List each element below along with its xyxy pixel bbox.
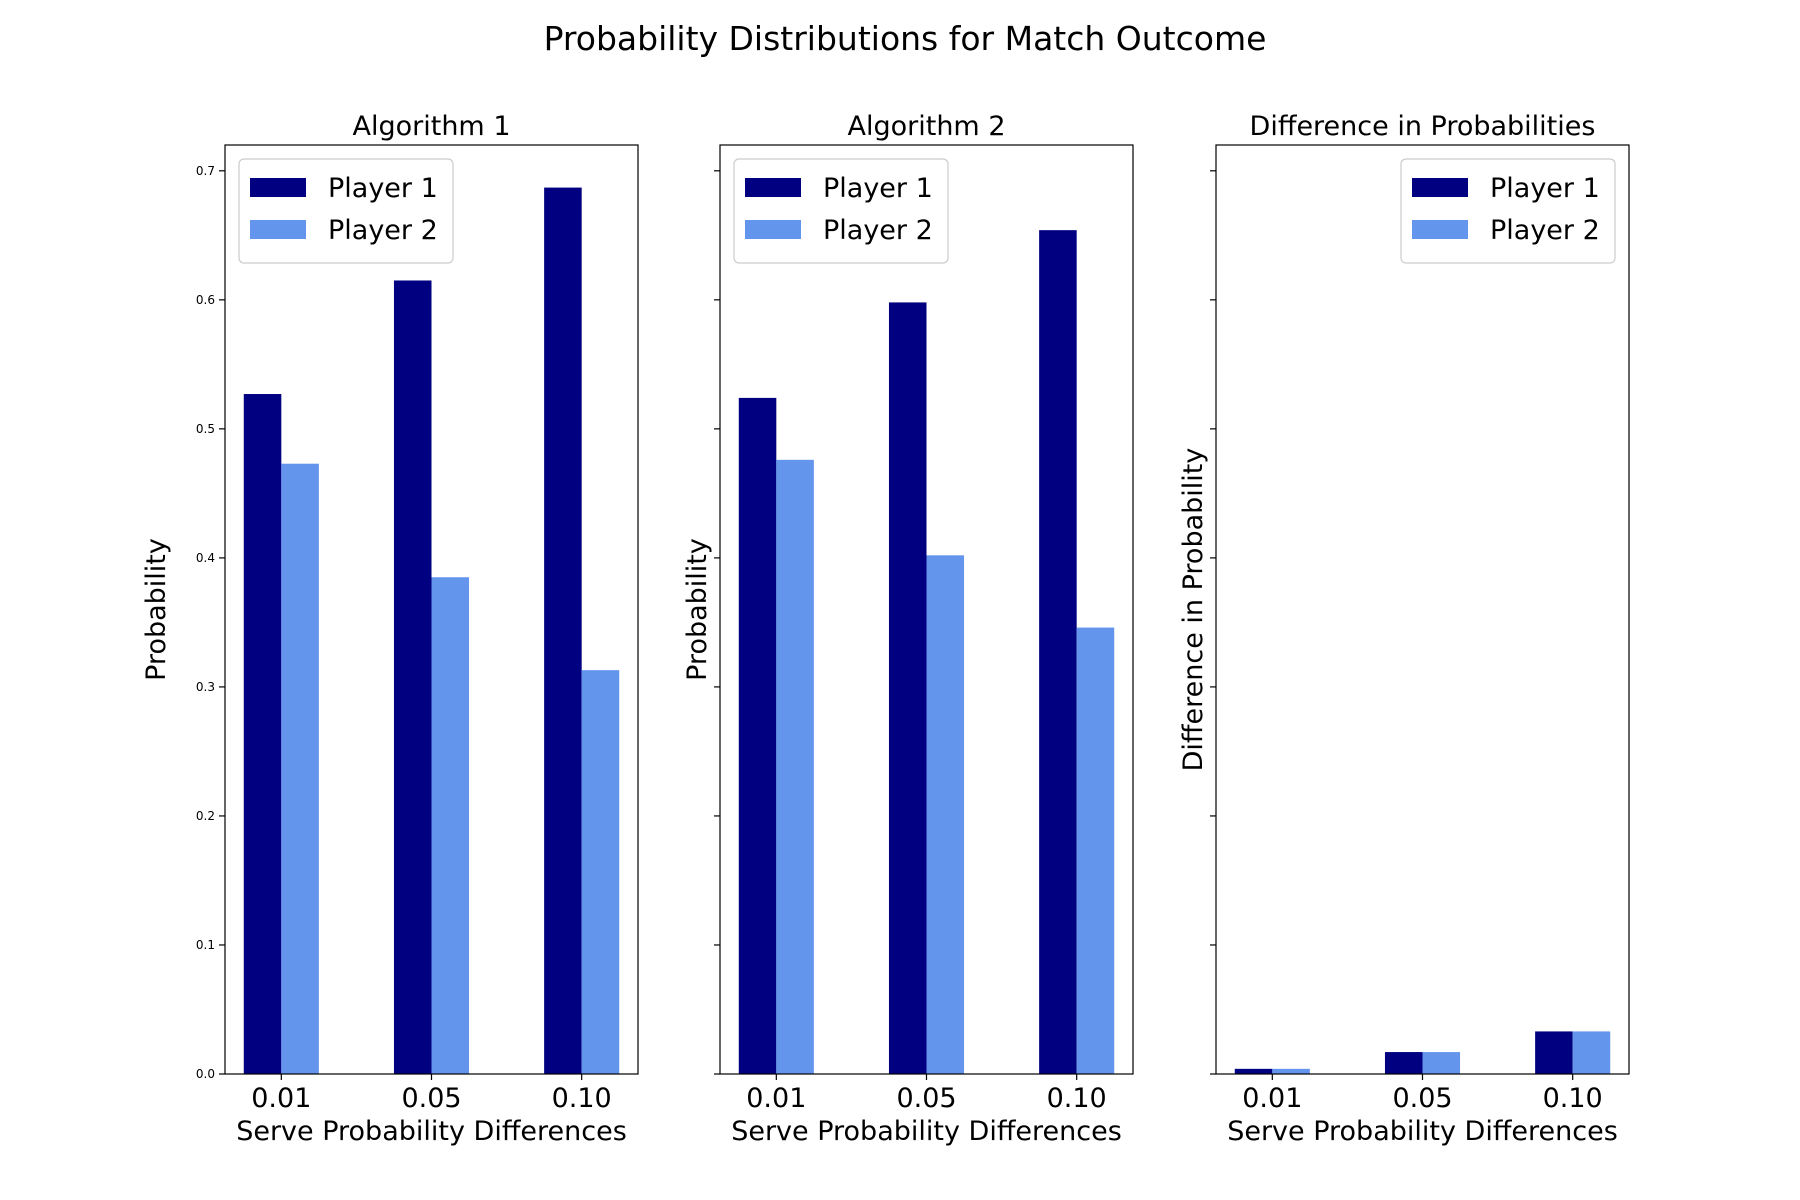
y-tick-label: 0.5 bbox=[196, 422, 215, 436]
legend-swatch-2 bbox=[250, 220, 306, 239]
x-tick-label: 0.01 bbox=[746, 1083, 806, 1114]
legend-swatch-1 bbox=[745, 178, 801, 197]
bar-player-1-0.05 bbox=[1384, 1052, 1423, 1074]
y-axis-label: Probability bbox=[682, 538, 713, 681]
bar-player-2-0.05 bbox=[1422, 1052, 1461, 1074]
panel-1: 0.0 0.1 0.2 0.3 0.4 0.5 0.6 0.7 0.01 0.05 0.10 Algo… bbox=[141, 111, 639, 1147]
legend-label-1: Player 1 bbox=[1490, 173, 1600, 204]
chart-panels: 0.0 0.1 0.2 0.3 0.4 0.5 0.6 0.7 0.01 0.05 0.10 Algo… bbox=[141, 111, 1630, 1147]
x-tick-label: 0.05 bbox=[1392, 1083, 1452, 1114]
bar-player-2-0.10 bbox=[1572, 1031, 1611, 1074]
figure-title: Probability Distributions for Match Outc… bbox=[544, 19, 1267, 58]
bar-player-1-0.01 bbox=[738, 397, 777, 1075]
x-tick-label: 0.01 bbox=[1242, 1083, 1302, 1114]
panel-2: 0.01 0.05 0.10 Algorithm 2 Serve Probability… bbox=[682, 111, 1134, 1147]
y-tick-label: 0.0 bbox=[196, 1067, 215, 1081]
legend-label-1: Player 1 bbox=[328, 173, 438, 204]
y-tick-label: 0.7 bbox=[196, 164, 215, 178]
legend: Player 1 Player 2 bbox=[733, 158, 949, 264]
bar-player-1-0.05 bbox=[888, 302, 927, 1074]
y-tick-label: 0.2 bbox=[196, 809, 215, 823]
legend: Player 1 Player 2 bbox=[238, 158, 454, 264]
legend-swatch-2 bbox=[1412, 220, 1468, 239]
bar-player-1-0.10 bbox=[1039, 230, 1077, 1075]
legend-swatch-1 bbox=[1412, 178, 1468, 197]
bar-player-1-0.01 bbox=[1234, 1068, 1273, 1074]
x-axis-label: Serve Probability Differences bbox=[731, 1116, 1122, 1147]
legend-label-2: Player 2 bbox=[823, 215, 933, 246]
bar-player-2-0.01 bbox=[1272, 1068, 1310, 1074]
axes-frame bbox=[1215, 144, 1630, 1075]
y-axis-label: Probability bbox=[141, 538, 172, 681]
x-tick-label: 0.05 bbox=[401, 1083, 461, 1114]
bar-player-2-0.05 bbox=[926, 555, 965, 1074]
x-tick-label: 0.10 bbox=[1543, 1083, 1603, 1114]
bar-player-2-0.10 bbox=[1076, 627, 1115, 1074]
bar-player-2-0.01 bbox=[776, 459, 814, 1075]
legend-label-1: Player 1 bbox=[823, 173, 933, 204]
bar-player-2-0.01 bbox=[281, 463, 319, 1074]
y-tick-label: 0.3 bbox=[196, 680, 215, 694]
y-tick-label: 0.4 bbox=[196, 551, 215, 565]
legend-swatch-2 bbox=[745, 220, 801, 239]
bar-player-2-0.05 bbox=[431, 577, 470, 1074]
bar-player-2-0.10 bbox=[581, 670, 620, 1074]
panel-title: Difference in Probabilities bbox=[1250, 111, 1596, 142]
x-axis-label: Serve Probability Differences bbox=[1227, 1116, 1618, 1147]
x-axis-label: Serve Probability Differences bbox=[236, 1116, 627, 1147]
bar-player-1-0.05 bbox=[393, 280, 432, 1075]
bar-player-1-0.01 bbox=[243, 394, 282, 1074]
x-tick-label: 0.10 bbox=[552, 1083, 612, 1114]
panel-3: 0.01 0.05 0.10 Difference in Probabilities S… bbox=[1178, 111, 1630, 1147]
bar-player-1-0.10 bbox=[1535, 1031, 1573, 1074]
y-tick-label: 0.6 bbox=[196, 293, 215, 307]
panel-title: Algorithm 1 bbox=[353, 111, 511, 142]
x-tick-label: 0.01 bbox=[251, 1083, 311, 1114]
legend-swatch-1 bbox=[250, 178, 306, 197]
y-axis-label: Difference in Probability bbox=[1178, 448, 1209, 772]
legend-label-2: Player 2 bbox=[328, 215, 438, 246]
x-tick-label: 0.05 bbox=[896, 1083, 956, 1114]
legend: Player 1 Player 2 bbox=[1400, 158, 1616, 264]
bar-player-1-0.10 bbox=[544, 187, 582, 1074]
panel-title: Algorithm 2 bbox=[848, 111, 1006, 142]
x-tick-label: 0.10 bbox=[1047, 1083, 1107, 1114]
y-tick-label: 0.1 bbox=[196, 938, 215, 952]
legend-label-2: Player 2 bbox=[1490, 215, 1600, 246]
